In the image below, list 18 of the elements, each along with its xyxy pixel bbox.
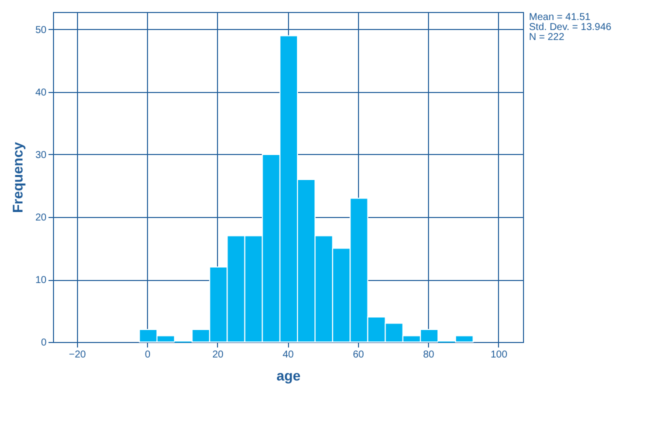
y-axis-title: Frequency [9,142,26,213]
y-tick-label: 10 [35,275,47,286]
text: N = 222 [529,32,565,43]
x-axis-title: age [276,368,301,384]
x-tick-label: 0 [144,350,151,360]
y-tick-label: 30 [35,150,47,161]
y-tick-label: 50 [35,25,47,36]
x-tick-label: −20 [68,350,86,360]
x-tick-label: 60 [352,350,364,360]
x-tick-label: 100 [490,350,508,360]
x-tick-label: 40 [282,350,294,360]
x-tick-label: 80 [423,350,435,360]
y-tick-label: 0 [40,338,47,348]
y-tick-label: 40 [35,88,47,98]
text: Std. Dev. = 13.946 [529,22,612,33]
y-tick-label: 20 [35,212,47,224]
x-tick-label: 20 [212,350,224,360]
text: Mean = 41.51 [529,12,591,23]
